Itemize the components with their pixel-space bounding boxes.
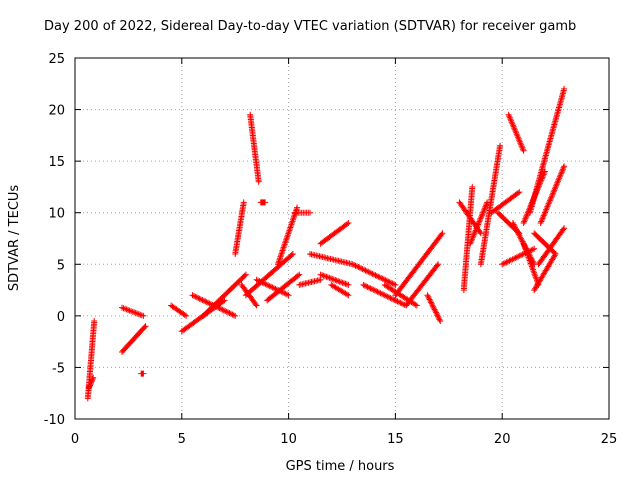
x-tick-label: 25 <box>601 432 618 447</box>
y-tick-label: -5 <box>52 361 65 376</box>
y-tick-label: 15 <box>48 155 65 170</box>
x-tick-label: 10 <box>280 432 297 447</box>
y-tick-label: 0 <box>57 310 65 325</box>
plot-frame <box>74 57 610 420</box>
data-points <box>84 85 568 402</box>
axis-ticks: 0 5 10 15 20 25 -10 -5 0 5 10 15 20 25 <box>44 52 618 447</box>
y-tick-label: 20 <box>48 104 65 119</box>
y-tick-label: 25 <box>48 52 65 67</box>
x-tick-label: 0 <box>71 432 79 447</box>
y-axis-label: SDTVAR / TECUs <box>7 185 22 292</box>
grid-lines <box>75 58 609 419</box>
y-tick-label: 5 <box>57 258 65 273</box>
x-tick-label: 20 <box>494 432 511 447</box>
data-point-markers <box>84 85 568 402</box>
chart-title: Day 200 of 2022, Sidereal Day-to-day VTE… <box>44 19 576 34</box>
y-tick-label: -10 <box>44 413 65 428</box>
y-tick-label: 10 <box>48 207 65 222</box>
x-tick-label: 15 <box>387 432 404 447</box>
x-axis-label: GPS time / hours <box>286 459 395 474</box>
x-tick-label: 5 <box>178 432 186 447</box>
